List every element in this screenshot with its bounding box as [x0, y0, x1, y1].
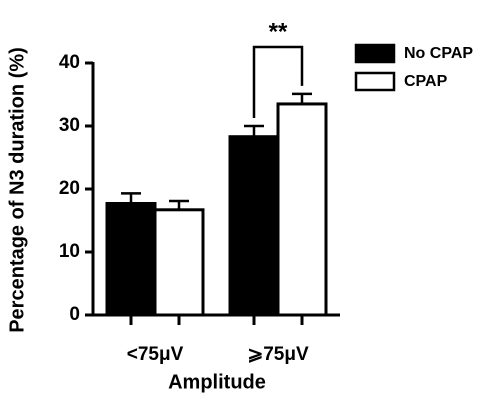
y-tick-label: 10	[59, 241, 80, 262]
y-tick-label: 0	[69, 304, 80, 325]
x-tick-label: ⩾75μV	[247, 344, 309, 365]
error-bar	[169, 199, 189, 210]
legend-label: No CPAP	[404, 45, 473, 62]
significance-bracket	[252, 45, 304, 118]
bar	[105, 201, 157, 317]
x-axis-title: Amplitude	[168, 371, 266, 393]
y-tick-label: 40	[59, 52, 80, 73]
y-axis-title: Percentage of N3 duration (%)	[6, 47, 28, 333]
y-tick-label: 30	[59, 115, 80, 136]
y-tick-label: 20	[59, 178, 80, 199]
bar	[228, 135, 280, 317]
error-bar	[244, 124, 264, 137]
legend-swatch	[354, 71, 396, 92]
x-tick-label: <75μV	[127, 344, 184, 365]
error-bar	[292, 92, 312, 104]
error-bar	[121, 192, 141, 204]
bar	[276, 102, 328, 317]
annotation: **	[269, 18, 288, 45]
legend-label: CPAP	[404, 73, 448, 90]
legend-swatch	[354, 43, 396, 64]
bar	[153, 208, 205, 317]
